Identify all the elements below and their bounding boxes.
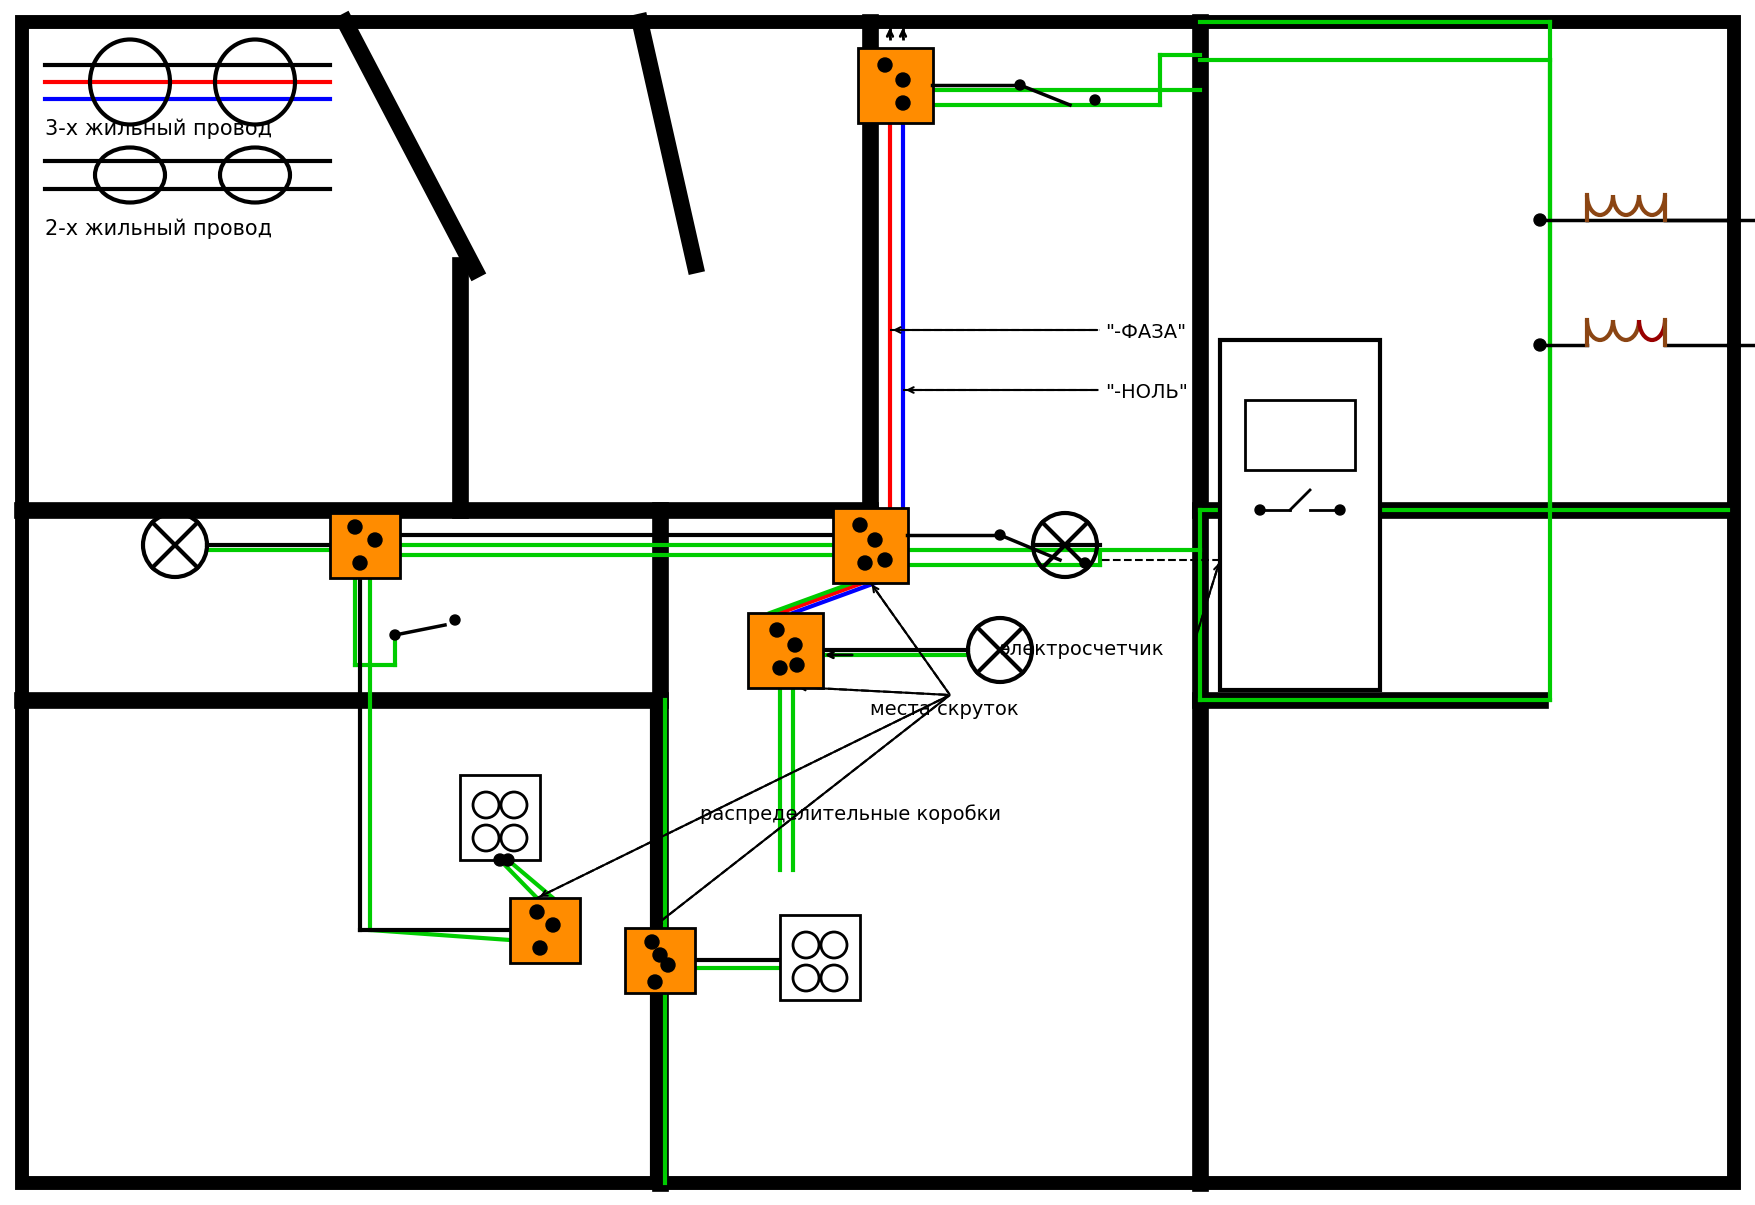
- Circle shape: [853, 518, 867, 531]
- Bar: [460, 775, 541, 860]
- Bar: [858, 48, 932, 123]
- Bar: [779, 915, 860, 1000]
- Circle shape: [369, 533, 383, 547]
- Circle shape: [878, 553, 892, 568]
- Circle shape: [1255, 505, 1264, 515]
- Circle shape: [1534, 339, 1544, 351]
- Bar: [509, 898, 579, 963]
- Text: места скруток: места скруток: [869, 700, 1018, 719]
- Text: "-ФАЗА": "-ФАЗА": [1104, 323, 1185, 342]
- Text: распределительные коробки: распределительные коробки: [700, 804, 1000, 824]
- Circle shape: [995, 530, 1004, 540]
- Circle shape: [534, 941, 548, 956]
- Bar: [330, 513, 400, 578]
- Circle shape: [858, 556, 872, 570]
- Circle shape: [895, 74, 909, 87]
- Text: 3-х жильный провод: 3-х жильный провод: [46, 118, 272, 139]
- Circle shape: [449, 615, 460, 625]
- Circle shape: [653, 948, 667, 962]
- Circle shape: [1534, 214, 1544, 227]
- Bar: [748, 613, 823, 688]
- Bar: [832, 509, 907, 583]
- Circle shape: [895, 96, 909, 110]
- Bar: [330, 513, 400, 578]
- Text: "-НОЛЬ": "-НОЛЬ": [1104, 383, 1186, 402]
- Circle shape: [772, 662, 786, 675]
- Bar: [625, 928, 695, 993]
- Circle shape: [660, 958, 674, 972]
- Circle shape: [546, 918, 560, 931]
- Circle shape: [867, 533, 881, 547]
- Bar: [1244, 400, 1355, 470]
- Circle shape: [878, 58, 892, 72]
- Circle shape: [347, 521, 362, 534]
- Circle shape: [1334, 505, 1344, 515]
- Text: 2-х жильный провод: 2-х жильный провод: [46, 218, 272, 239]
- Circle shape: [644, 935, 658, 950]
- Circle shape: [1079, 558, 1090, 568]
- Circle shape: [353, 556, 367, 570]
- Circle shape: [788, 637, 802, 652]
- Bar: [748, 613, 823, 688]
- Circle shape: [502, 854, 514, 866]
- Bar: [625, 928, 695, 993]
- Circle shape: [1090, 95, 1099, 105]
- Circle shape: [769, 623, 783, 637]
- Circle shape: [790, 658, 804, 672]
- Circle shape: [1014, 80, 1025, 90]
- Circle shape: [390, 630, 400, 640]
- Bar: [832, 509, 907, 583]
- Circle shape: [530, 905, 544, 919]
- Circle shape: [648, 975, 662, 989]
- Bar: [858, 48, 932, 123]
- Bar: [509, 898, 579, 963]
- Bar: [1220, 340, 1379, 690]
- Circle shape: [493, 854, 505, 866]
- Text: электросчетчик: электросчетчик: [999, 640, 1164, 659]
